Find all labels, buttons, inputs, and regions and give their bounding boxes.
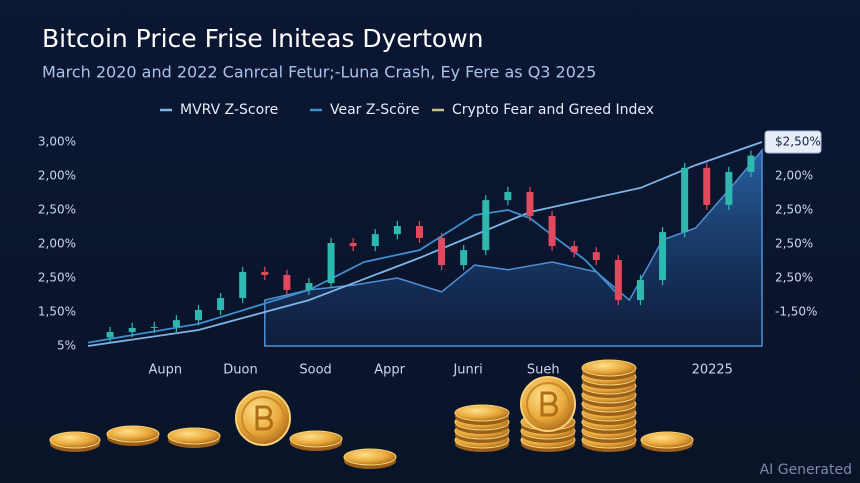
coin-face (106, 425, 160, 443)
y-tick-label: 2,00% (38, 169, 76, 183)
candle-body (393, 225, 401, 235)
coin-face (167, 427, 221, 445)
candle-body (438, 237, 446, 266)
candle-body (659, 232, 667, 281)
candle-body (172, 320, 180, 327)
legend-label: Crypto Fear and Greed Index (452, 102, 654, 118)
candle-body (415, 225, 423, 238)
candle-body (526, 191, 534, 217)
x-tick-label: Junri (452, 363, 482, 378)
coin-symbol (540, 391, 558, 417)
candle-body (747, 155, 755, 172)
coin-decoration (49, 359, 694, 469)
candle-body (636, 280, 644, 301)
candle-body (150, 326, 158, 328)
candle-body (681, 167, 689, 233)
chart-subtitle: March 2020 and 2022 Canrcal Fetur;-Luna … (42, 63, 596, 82)
y2-tick-label: 2,50% (775, 237, 813, 251)
candle-body (725, 171, 733, 205)
candle-body (614, 259, 622, 301)
x-tick-label: Aupn (149, 363, 183, 378)
coin-symbol (255, 405, 273, 431)
candle-body (239, 271, 247, 299)
candle-body (194, 309, 202, 321)
coin-rim (240, 395, 286, 441)
coin-face (640, 431, 694, 449)
candle-body (504, 191, 512, 201)
candle-body (371, 234, 379, 247)
candle-body (327, 242, 335, 284)
y-tick-label: 2,50% (38, 203, 76, 217)
y2-tick-label: -1,50% (775, 305, 817, 319)
candle-body (349, 242, 357, 247)
x-tick-label: Duon (223, 363, 257, 378)
candle-body (106, 332, 114, 338)
legend-label: MVRV Z-Score (180, 102, 278, 118)
x-tick-label: 20225 (692, 363, 733, 378)
candle-body (283, 274, 291, 290)
x-tick-label: Sueh (527, 363, 560, 378)
x-tick-label: Sood (299, 363, 331, 378)
candle-body (128, 327, 136, 333)
x-tick-label: Appr (374, 363, 405, 378)
coin-face (343, 448, 397, 466)
chart-title: Bitcoin Price Frise Initeas Dyertown (42, 24, 483, 53)
candle-body (482, 200, 490, 251)
coin-face (454, 404, 510, 422)
y2-tick-label: 2,00% (775, 169, 813, 183)
y-tick-label: 1,50% (38, 305, 76, 319)
coin-rim (525, 381, 571, 427)
coin-face (581, 359, 637, 377)
candle-body (305, 283, 313, 290)
coin-face (289, 430, 343, 448)
legend-label: Vear Z-Scöre (330, 102, 420, 118)
y2-tick-label: 2,50% (775, 203, 813, 217)
candle-body (261, 271, 269, 275)
candle-body (570, 246, 578, 253)
candle-body (703, 167, 711, 205)
candle-body (548, 216, 556, 247)
y2-tick-label: 2,50% (775, 271, 813, 285)
y-tick-label: 2,00% (38, 237, 76, 251)
candle-body (592, 252, 600, 260)
y2-tick-label: $2,50% (775, 135, 821, 149)
line (87, 209, 620, 344)
y-tick-label: 2,50% (38, 271, 76, 285)
y-tick-label: 5% (57, 339, 76, 353)
watermark: AI Generated (760, 462, 852, 478)
candle-body (217, 298, 225, 310)
y2-tick-highlight (764, 130, 822, 154)
candle-body (460, 250, 468, 266)
coin-face (49, 431, 101, 449)
y-tick-label: 3,00% (38, 135, 76, 149)
